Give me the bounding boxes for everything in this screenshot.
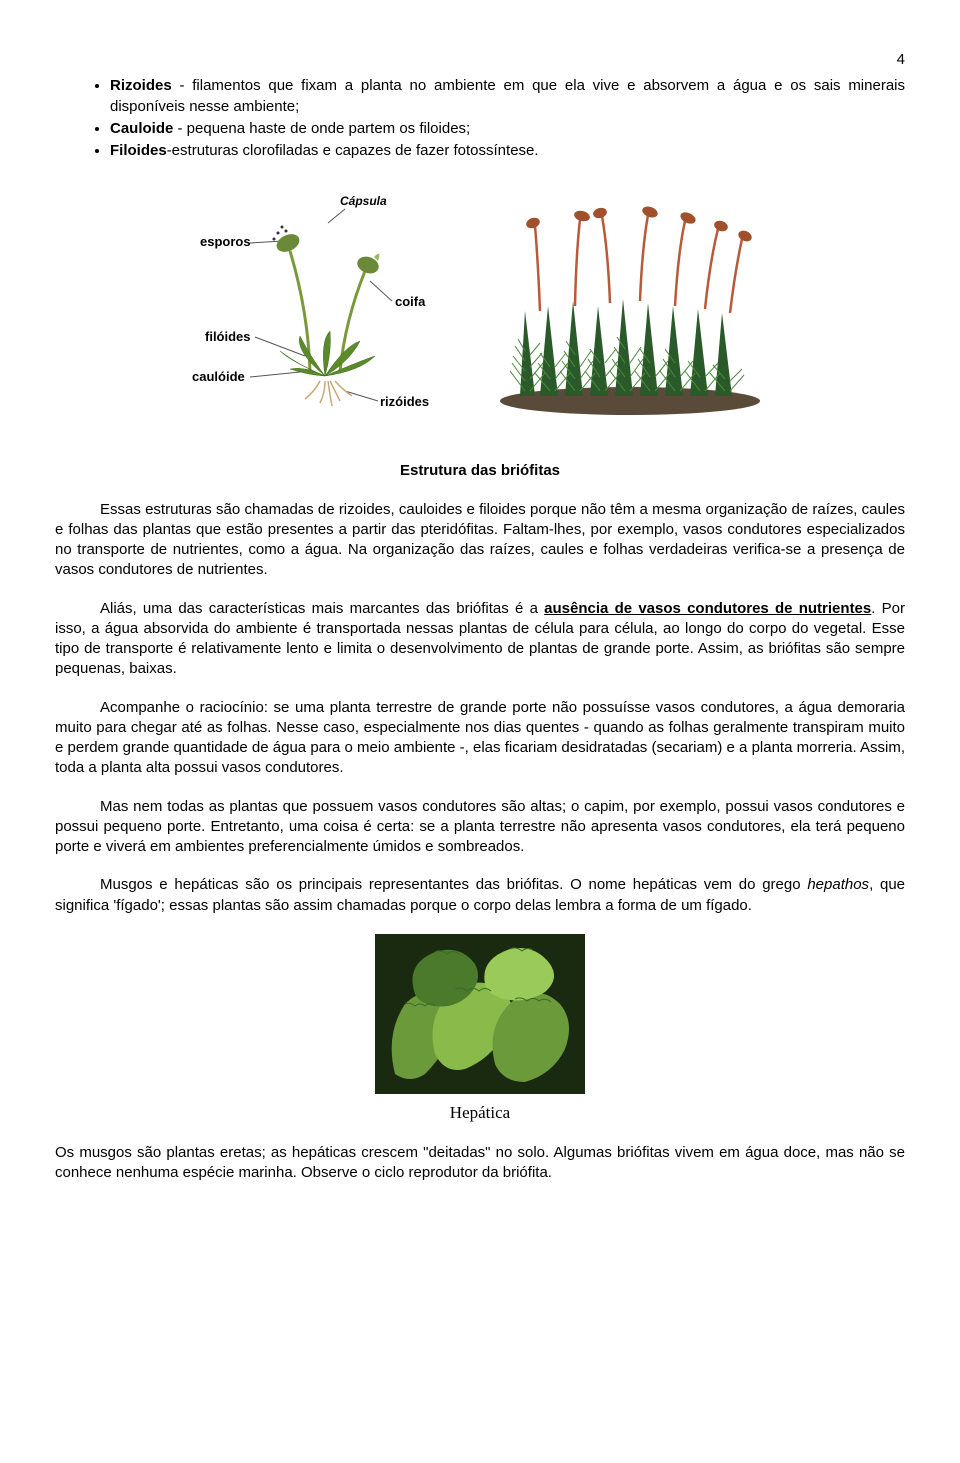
p2-a: Aliás, uma das características mais marc… (100, 600, 544, 617)
hepatica-figure: Hepática (55, 934, 905, 1125)
hepatica-image (375, 934, 585, 1094)
p5-a: Musgos e hepáticas são os principais rep… (100, 876, 807, 893)
paragraph-4: Mas nem todas as plantas que possuem vas… (55, 797, 905, 858)
paragraph-3: Acompanhe o raciocínio: se uma planta te… (55, 698, 905, 779)
paragraph-2: Aliás, uma das características mais marc… (55, 599, 905, 680)
label-rizoides: rizóides (380, 394, 429, 409)
definition-item: Cauloide - pequena haste de onde partem … (110, 119, 905, 139)
term: Filoides (110, 142, 167, 159)
definition-item: Filoides-estruturas clorofiladas e capaz… (110, 141, 905, 161)
label-cauloide: caulóide (192, 369, 245, 384)
bryophyte-diagram: Cápsula esporos coifa filóides caulóide … (180, 191, 460, 421)
label-esporos: esporos (200, 234, 251, 249)
term-rest: -estruturas clorofiladas e capazes de fa… (167, 142, 539, 159)
paragraph-1: Essas estruturas são chamadas de rizoide… (55, 500, 905, 581)
term: Rizoides (110, 77, 172, 94)
figures-row: Cápsula esporos coifa filóides caulóide … (55, 191, 905, 421)
label-capsula: Cápsula (340, 194, 387, 208)
section-title: Estrutura das briófitas (55, 461, 905, 481)
p2-underline: ausência de vasos condutores de nutrient… (544, 600, 871, 617)
label-coifa: coifa (395, 294, 426, 309)
definitions-list: Rizoides - filamentos que fixam a planta… (55, 76, 905, 161)
hepatica-caption: Hepática (55, 1102, 905, 1125)
closing-paragraph: Os musgos são plantas eretas; as hepátic… (55, 1143, 905, 1184)
p5-italic: hepathos (807, 876, 869, 893)
paragraph-5: Musgos e hepáticas são os principais rep… (55, 875, 905, 916)
definition-item: Rizoides - filamentos que fixam a planta… (110, 76, 905, 117)
term-rest: - pequena haste de onde partem os filoid… (173, 120, 470, 137)
term: Cauloide (110, 120, 173, 137)
term-rest: - filamentos que fixam a planta no ambie… (110, 77, 905, 114)
moss-cluster (480, 191, 780, 421)
label-filoides: filóides (205, 329, 251, 344)
page-number: 4 (55, 50, 905, 70)
